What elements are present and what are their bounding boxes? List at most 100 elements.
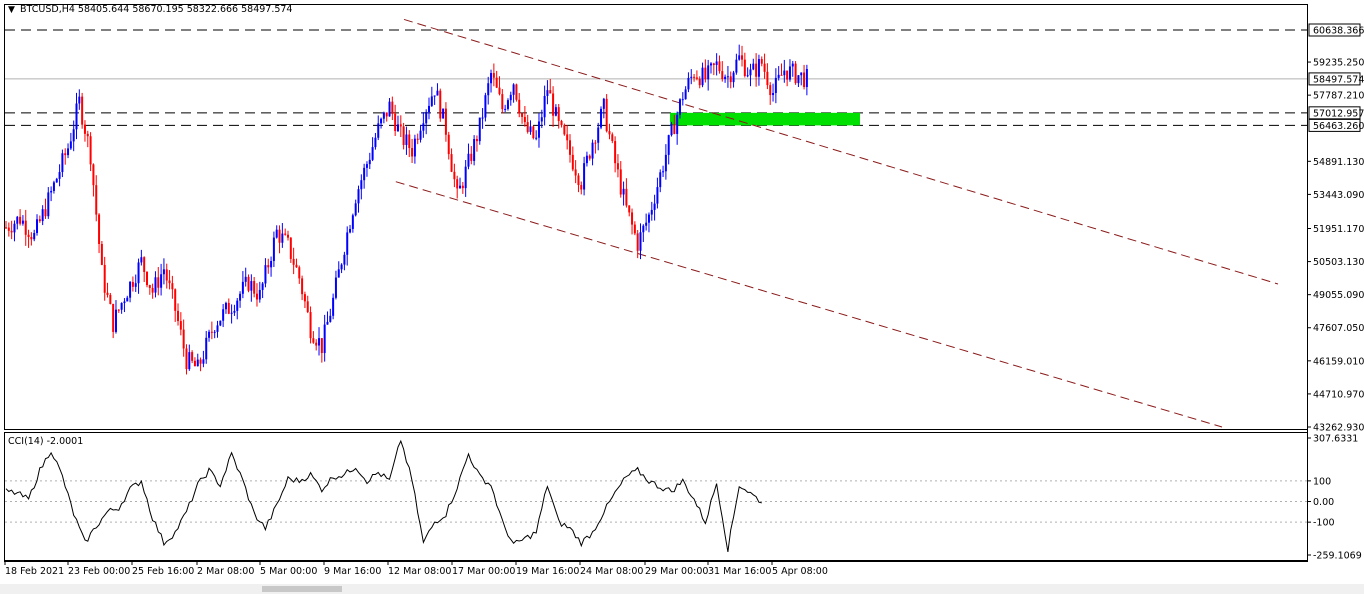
candle xyxy=(662,165,665,177)
cci-line xyxy=(5,439,762,552)
candle xyxy=(10,220,13,240)
candle xyxy=(515,83,518,102)
candle xyxy=(470,146,473,165)
candle xyxy=(30,232,33,246)
candle xyxy=(800,72,803,86)
candle xyxy=(351,213,354,233)
candle xyxy=(44,198,47,219)
cci-indicator-pane[interactable] xyxy=(4,432,1308,561)
candle xyxy=(490,69,493,93)
candle xyxy=(326,311,329,325)
y-axis-tick-label: 50503.130 xyxy=(1313,257,1364,268)
candle xyxy=(783,59,786,83)
candle xyxy=(583,156,586,196)
candle xyxy=(343,251,346,271)
candle xyxy=(656,177,659,209)
channel-upper-trendline[interactable] xyxy=(403,18,1279,285)
candle xyxy=(137,258,140,294)
candle xyxy=(36,214,39,236)
candle xyxy=(391,96,394,121)
candle xyxy=(600,106,603,130)
candle xyxy=(247,274,250,293)
candle xyxy=(475,135,478,152)
candle xyxy=(162,258,165,285)
candle xyxy=(416,133,419,145)
candle xyxy=(205,330,208,364)
candle xyxy=(239,291,242,308)
candle xyxy=(165,263,168,289)
candle xyxy=(210,321,213,340)
candle xyxy=(253,277,256,298)
candle xyxy=(236,297,239,320)
candle xyxy=(701,62,704,88)
candle xyxy=(222,304,225,328)
y-axis-tick-label: 53443.090 xyxy=(1313,190,1364,201)
cci-axis-tick-label: 307.6331 xyxy=(1313,434,1358,445)
candle xyxy=(275,225,278,239)
candle xyxy=(628,205,631,217)
candle xyxy=(788,59,791,82)
candle xyxy=(399,115,402,138)
candle xyxy=(591,139,594,166)
x-axis-tick-label: 5 Mar 00:00 xyxy=(260,566,317,577)
candle xyxy=(650,201,653,221)
candle xyxy=(464,159,467,197)
candle xyxy=(301,275,304,301)
candle xyxy=(693,74,696,82)
candle xyxy=(461,181,464,194)
candle xyxy=(377,115,380,141)
x-axis-tick-label: 24 Mar 08:00 xyxy=(580,566,643,577)
candle xyxy=(258,281,261,303)
x-axis-tick-label: 12 Mar 08:00 xyxy=(388,566,451,577)
candle xyxy=(749,63,752,87)
support-zone[interactable] xyxy=(670,112,860,126)
main-price-pane[interactable] xyxy=(4,4,1308,430)
candle xyxy=(549,78,552,94)
candle xyxy=(678,98,681,119)
dropdown-arrow-icon[interactable]: ▼ xyxy=(8,5,15,15)
candle xyxy=(484,92,487,122)
support-top-price-tag: 57012.957 xyxy=(1308,106,1364,120)
candle xyxy=(594,140,597,154)
candle xyxy=(456,175,459,199)
candle xyxy=(772,83,775,102)
candle xyxy=(521,112,524,124)
candle xyxy=(444,102,447,142)
candle xyxy=(281,223,284,248)
candle xyxy=(261,281,264,299)
candle xyxy=(411,138,414,164)
candle xyxy=(577,173,580,193)
candle xyxy=(664,144,667,180)
candle xyxy=(103,256,106,301)
candle xyxy=(467,143,470,170)
candle xyxy=(718,55,721,74)
candle xyxy=(777,66,780,81)
x-axis-tick-label: 18 Feb 2021 xyxy=(5,566,64,577)
candle xyxy=(89,132,92,172)
scrollbar-thumb[interactable] xyxy=(262,586,342,592)
candle xyxy=(171,275,174,299)
candle xyxy=(315,339,318,351)
current-price-tag: 58497.574 xyxy=(1308,72,1364,86)
candle xyxy=(442,108,445,119)
x-axis-tick-label: 9 Mar 16:00 xyxy=(324,566,381,577)
candle xyxy=(357,185,360,213)
candle xyxy=(780,63,783,76)
candle xyxy=(413,134,416,164)
y-axis-tick-label: 59235.250 xyxy=(1313,58,1364,69)
candle xyxy=(27,229,30,248)
candle xyxy=(33,229,36,242)
bottom-scrollbar[interactable] xyxy=(0,584,1364,594)
candle xyxy=(487,76,490,105)
candle xyxy=(312,331,315,344)
candle xyxy=(208,329,211,342)
cci-axis-tick-label: 0.00 xyxy=(1313,497,1334,508)
x-axis-tick-label: 17 Mar 00:00 xyxy=(452,566,515,577)
candle xyxy=(182,319,185,357)
channel-lower-trendline[interactable] xyxy=(395,181,1223,428)
y-axis-tick-label: 46159.010 xyxy=(1313,356,1364,367)
candle xyxy=(365,161,368,177)
candle xyxy=(504,104,507,113)
candle xyxy=(95,175,98,222)
